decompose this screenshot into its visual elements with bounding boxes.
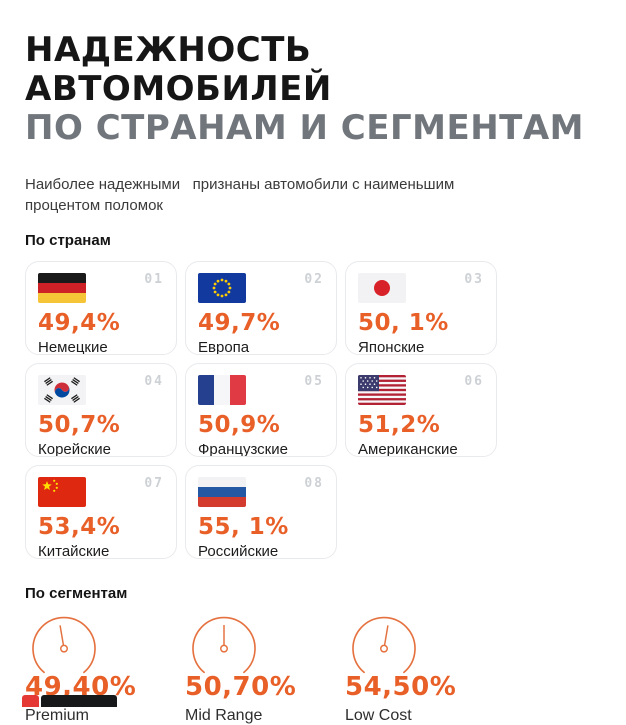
segments-row: 49,40% Premium 50,70% Mid Range 54,50% L… (25, 616, 505, 725)
card-index: 02 (304, 271, 324, 287)
title-line-1: НАДЕЖНОСТЬ (25, 29, 312, 70)
country-label: Российские (198, 542, 279, 559)
segment-value: 50,70% (185, 671, 297, 702)
card-index: 07 (144, 475, 164, 491)
card-index: 06 (464, 373, 484, 389)
segment-premium: 49,40% Premium (25, 616, 185, 725)
country-label: Американские (358, 440, 458, 457)
card-index: 05 (304, 373, 324, 389)
title-line-3: ПО СТРАНАМ И СЕГМЕНТАМ (25, 107, 585, 148)
germany-flag-icon (38, 272, 86, 303)
cut-off-footer-logo (22, 695, 117, 707)
segment-low-cost: 54,50% Low Cost (345, 616, 505, 725)
reliability-value: 55, 1% (198, 513, 289, 540)
country-card-usa: 06 51,2% Американские (345, 362, 497, 457)
country-label: Корейские (38, 440, 111, 457)
france-flag-icon (198, 374, 246, 405)
gauge-icon (32, 616, 96, 673)
reliability-value: 50, 1% (358, 309, 449, 336)
card-index: 08 (304, 475, 324, 491)
reliability-value: 50,9% (198, 411, 281, 438)
subtitle: Наиболее надежными признаны автомобили с… (25, 175, 455, 214)
segment-label: Low Cost (345, 706, 412, 724)
country-card-korea: 04 50,7% Корейские (25, 362, 177, 457)
country-label: Японские (358, 338, 425, 355)
reliability-value: 49,4% (38, 309, 121, 336)
usa-flag-icon (358, 374, 406, 405)
segment-label: Mid Range (185, 706, 263, 724)
segment-mid-range: 50,70% Mid Range (185, 616, 345, 725)
card-index: 01 (144, 271, 164, 287)
country-card-china: 07 53,4% Китайские (25, 464, 177, 559)
gauge-icon (192, 616, 256, 673)
gauge-icon (352, 616, 416, 673)
russia-flag-icon (198, 476, 246, 507)
page-title: НАДЕЖНОСТЬ АВТОМОБИЛЕЙ ПО СТРАНАМ И СЕГМ… (25, 29, 626, 148)
reliability-value: 49,7% (198, 309, 281, 336)
country-card-france: 05 50,9% Французские (185, 362, 337, 457)
country-label: Китайские (38, 542, 110, 559)
country-card-europe: 02 49,7% Европа (185, 260, 337, 355)
reliability-value: 53,4% (38, 513, 121, 540)
reliability-value: 50,7% (38, 411, 121, 438)
country-card-germany: 01 49,4% Немецкие (25, 260, 177, 355)
country-label: Европа (198, 338, 250, 355)
country-label: Немецкие (38, 338, 108, 355)
segment-value: 54,50% (345, 671, 457, 702)
japan-flag-icon (358, 272, 406, 303)
countries-grid: 01 49,4% Немецкие 02 49,7% Европа 03 50,… (25, 260, 497, 559)
title-line-2: АВТОМОБИЛЕЙ (25, 68, 332, 109)
country-label: Французские (198, 440, 288, 457)
card-index: 04 (144, 373, 164, 389)
footer-logo-wordmark (41, 695, 117, 707)
eu-flag-icon (198, 272, 246, 303)
footer-logo-red-icon (22, 695, 39, 707)
south-korea-flag-icon (38, 374, 86, 405)
card-index: 03 (464, 271, 484, 287)
reliability-value: 51,2% (358, 411, 441, 438)
country-card-russia: 08 55, 1% Российские (185, 464, 337, 559)
section-heading-segments: По сегментам (25, 584, 128, 602)
section-heading-countries: По странам (25, 231, 111, 249)
country-card-japan: 03 50, 1% Японские (345, 260, 497, 355)
china-flag-icon (38, 476, 86, 507)
segment-label: Premium (25, 706, 90, 724)
